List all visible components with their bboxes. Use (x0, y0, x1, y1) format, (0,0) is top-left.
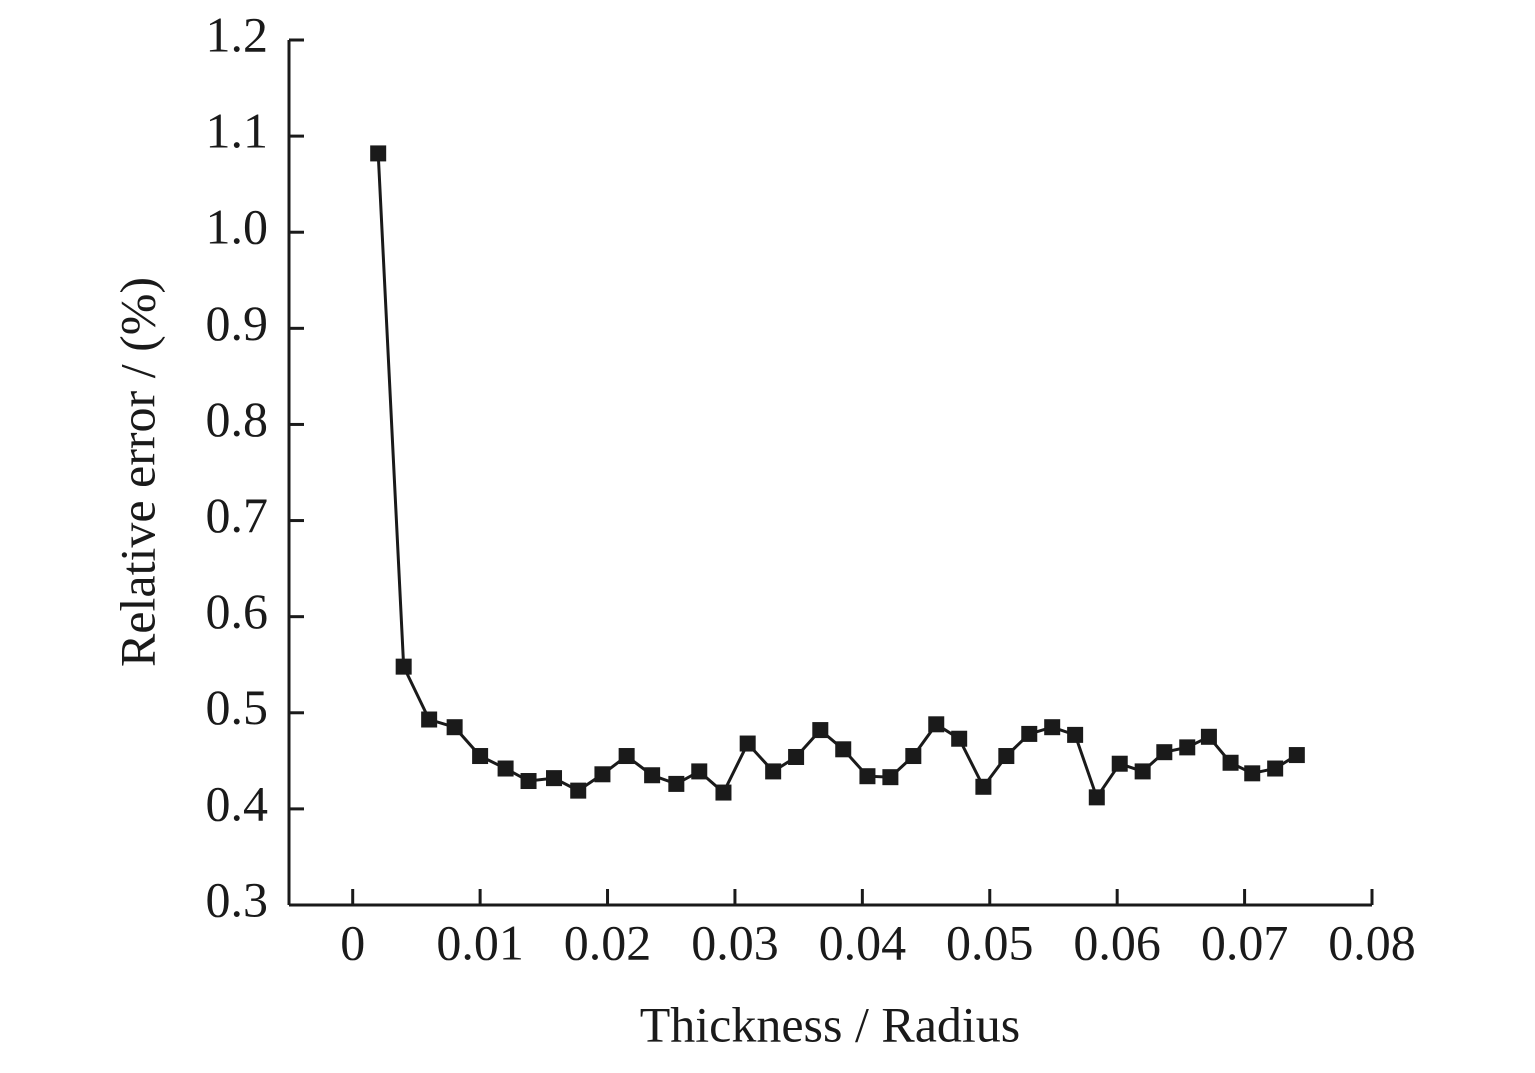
marker (520, 773, 537, 790)
x-tick-label: 0.02 (564, 914, 652, 970)
x-tick-label: 0 (340, 914, 365, 970)
x-tick-label: 0.07 (1201, 914, 1289, 970)
y-tick-label: 1.0 (206, 199, 269, 255)
marker (715, 784, 732, 801)
marker (975, 778, 992, 795)
marker (835, 741, 852, 758)
marker (1222, 754, 1239, 771)
x-tick-label: 0.01 (436, 914, 524, 970)
marker (472, 748, 489, 765)
marker (998, 748, 1015, 765)
x-axis-label: Thickness / Radius (640, 996, 1021, 1052)
marker (859, 768, 876, 785)
marker (594, 766, 611, 783)
y-tick-label: 1.2 (206, 6, 269, 62)
marker (1067, 726, 1084, 743)
marker (1021, 725, 1038, 742)
marker (928, 716, 945, 733)
marker (691, 763, 708, 780)
marker (1267, 760, 1284, 777)
marker (1134, 763, 1151, 780)
x-tick-label: 0.03 (691, 914, 779, 970)
y-tick-label: 0.3 (206, 871, 269, 927)
marker (644, 767, 661, 784)
marker (618, 748, 635, 765)
x-tick-label: 0.05 (946, 914, 1034, 970)
marker (395, 658, 412, 675)
marker (370, 145, 387, 162)
marker (1288, 747, 1305, 764)
series-line (376, 153, 1298, 801)
marker (739, 735, 756, 752)
x-tick-label: 0.04 (819, 914, 907, 970)
marker (1156, 744, 1173, 761)
marker (882, 769, 899, 786)
y-axis-label: Relative error / (%) (109, 277, 165, 667)
y-tick-label: 0.6 (206, 583, 269, 639)
marker (446, 719, 463, 736)
marker (1200, 728, 1217, 745)
marker (1244, 765, 1261, 782)
y-tick-label: 0.8 (206, 391, 269, 447)
x-tick-label: 0.08 (1328, 914, 1416, 970)
marker (668, 775, 685, 792)
marker (765, 763, 782, 780)
y-tick-label: 0.5 (206, 679, 269, 735)
y-tick-label: 0.4 (206, 775, 269, 831)
x-tick-label: 0.06 (1073, 914, 1161, 970)
marker (1111, 755, 1128, 772)
marker (788, 748, 805, 765)
marker (497, 760, 514, 777)
marker (951, 730, 968, 747)
y-tick-label: 0.9 (206, 295, 269, 351)
y-tick-label: 1.1 (206, 103, 269, 159)
marker (570, 782, 587, 799)
marker (905, 748, 922, 765)
y-tick-label: 0.7 (206, 487, 269, 543)
marker (546, 770, 563, 787)
marker (1179, 739, 1196, 756)
marker (421, 711, 438, 728)
marker (812, 722, 829, 739)
marker (1044, 719, 1061, 736)
marker (1088, 789, 1105, 806)
